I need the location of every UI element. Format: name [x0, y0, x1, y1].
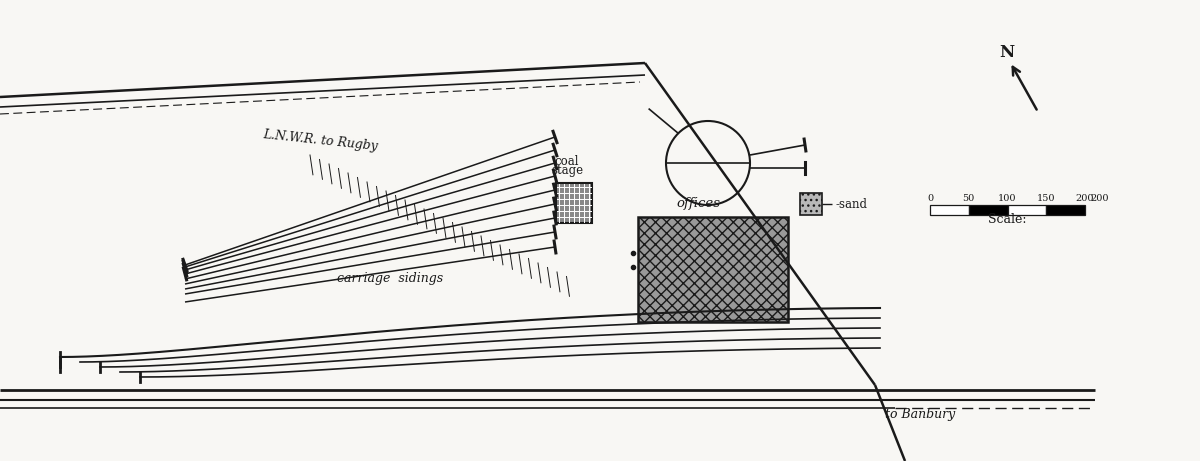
Text: N: N	[1000, 44, 1014, 61]
Text: 50: 50	[962, 194, 974, 203]
Bar	[930, 205, 968, 215]
Text: carriage  sidings: carriage sidings	[337, 272, 443, 285]
Text: 100: 100	[998, 194, 1016, 203]
Text: stage: stage	[551, 164, 583, 177]
Text: coal: coal	[554, 155, 580, 168]
Bar	[800, 193, 822, 215]
Bar	[1008, 205, 1046, 215]
Text: offices: offices	[676, 197, 720, 210]
Text: 200: 200	[1075, 194, 1094, 203]
Text: Scale:: Scale:	[989, 213, 1027, 226]
Text: 150: 150	[1037, 194, 1056, 203]
Text: 0: 0	[926, 194, 934, 203]
Text: to Banbury: to Banbury	[884, 408, 955, 421]
Text: 200: 200	[1090, 194, 1109, 203]
Text: L.N.W.R. to Rugby: L.N.W.R. to Rugby	[262, 128, 378, 153]
Bar	[556, 183, 592, 223]
Text: -sand: -sand	[835, 197, 866, 211]
Bar	[1046, 205, 1085, 215]
Bar	[968, 205, 1008, 215]
Bar	[638, 217, 788, 322]
